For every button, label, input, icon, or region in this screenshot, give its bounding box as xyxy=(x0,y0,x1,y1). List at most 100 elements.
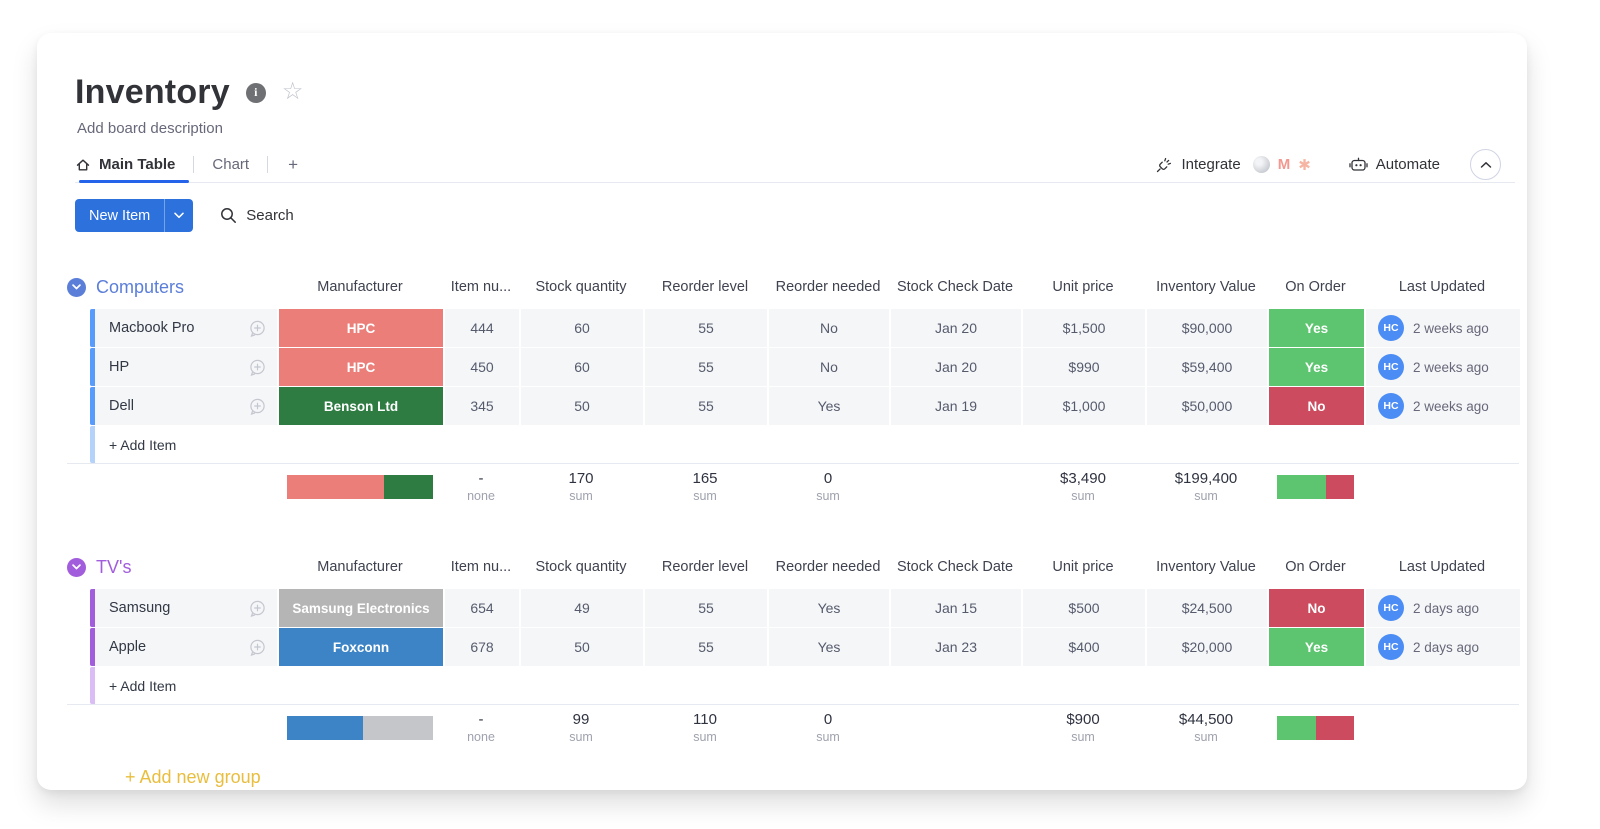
conversation-icon[interactable] xyxy=(248,319,267,338)
stock-check-date-cell[interactable]: Jan 20 xyxy=(889,309,1021,347)
inventory-value-cell[interactable]: $59,400 xyxy=(1145,348,1267,386)
stock-quantity-cell[interactable]: 60 xyxy=(519,309,643,347)
summary-reorder-needed: 0 sum xyxy=(816,710,840,744)
item-number-cell[interactable]: 450 xyxy=(443,348,519,386)
integration-app-icon-1[interactable] xyxy=(1252,156,1270,173)
unit-price-cell[interactable]: $500 xyxy=(1021,589,1145,627)
stock-quantity-cell[interactable]: 50 xyxy=(519,628,643,666)
column-header-stock-quantity[interactable]: Stock quantity xyxy=(535,559,627,575)
manufacturer-cell[interactable]: HPC xyxy=(277,309,443,347)
column-header-unit-price[interactable]: Unit price xyxy=(1052,279,1114,295)
column-header-inventory-value[interactable]: Inventory Value xyxy=(1156,559,1256,575)
search-button[interactable]: Search xyxy=(220,207,294,224)
column-header-reorder-needed[interactable]: Reorder needed xyxy=(775,279,881,295)
conversation-icon[interactable] xyxy=(248,397,267,416)
column-header-on-order[interactable]: On Order xyxy=(1285,559,1346,575)
stock-quantity-cell[interactable]: 60 xyxy=(519,348,643,386)
reorder-level-cell[interactable]: 55 xyxy=(643,628,767,666)
tab-chart[interactable]: Chart xyxy=(212,156,250,173)
column-header-stock-check-date[interactable]: Stock Check Date xyxy=(896,279,1014,295)
tab-main-table[interactable]: Main Table xyxy=(75,147,193,183)
on-order-cell[interactable]: No xyxy=(1267,589,1364,627)
collapse-header-button[interactable] xyxy=(1470,149,1501,180)
stock-check-date-cell[interactable]: Jan 15 xyxy=(889,589,1021,627)
item-number-cell[interactable]: 678 xyxy=(443,628,519,666)
conversation-icon[interactable] xyxy=(248,599,267,618)
group-collapse-icon[interactable] xyxy=(67,277,86,297)
reorder-level-cell[interactable]: 55 xyxy=(643,309,767,347)
column-header-manufacturer[interactable]: Manufacturer xyxy=(317,559,403,575)
reorder-needed-cell[interactable]: Yes xyxy=(767,589,889,627)
item-name-cell[interactable]: Macbook Pro xyxy=(90,309,277,347)
conversation-icon[interactable] xyxy=(248,638,267,657)
reorder-needed-cell[interactable]: No xyxy=(767,348,889,386)
reorder-level-cell[interactable]: 55 xyxy=(643,589,767,627)
group-title[interactable]: TV's xyxy=(96,556,132,577)
board-description[interactable]: Add board description xyxy=(77,120,223,137)
inventory-value-cell[interactable]: $50,000 xyxy=(1145,387,1267,425)
reorder-level-cell[interactable]: 55 xyxy=(643,387,767,425)
group-title[interactable]: Computers xyxy=(96,276,185,297)
column-header-stock-quantity[interactable]: Stock quantity xyxy=(535,279,627,295)
item-name-cell[interactable]: HP xyxy=(90,348,277,386)
reorder-needed-cell[interactable]: Yes xyxy=(767,387,889,425)
inventory-value-cell[interactable]: $90,000 xyxy=(1145,309,1267,347)
manufacturer-cell[interactable]: HPC xyxy=(277,348,443,386)
avatar: HC xyxy=(1378,354,1404,380)
reorder-needed-cell[interactable]: No xyxy=(767,309,889,347)
integrate-button[interactable]: Integrate xyxy=(1153,152,1242,178)
add-new-group-button[interactable]: + Add new group xyxy=(125,767,261,787)
item-number-cell[interactable]: 654 xyxy=(443,589,519,627)
stock-check-date-cell[interactable]: Jan 20 xyxy=(889,348,1021,386)
stock-check-date-cell[interactable]: Jan 23 xyxy=(889,628,1021,666)
reorder-level-cell[interactable]: 55 xyxy=(643,348,767,386)
page-title[interactable]: Inventory xyxy=(75,73,230,111)
on-order-cell[interactable]: No xyxy=(1267,387,1364,425)
column-header-reorder-level[interactable]: Reorder level xyxy=(661,279,749,295)
new-item-button[interactable]: New Item xyxy=(89,207,151,224)
column-header-inventory-value[interactable]: Inventory Value xyxy=(1156,279,1256,295)
column-header-item-number[interactable]: Item nu... xyxy=(450,279,512,295)
stock-check-date-cell[interactable]: Jan 19 xyxy=(889,387,1021,425)
conversation-icon[interactable] xyxy=(248,358,267,377)
item-name-cell[interactable]: Apple xyxy=(90,628,277,666)
item-name-cell[interactable]: Dell xyxy=(90,387,277,425)
on-order-cell[interactable]: Yes xyxy=(1267,628,1364,666)
manufacturer-cell[interactable]: Samsung Electronics xyxy=(277,589,443,627)
reorder-needed-cell[interactable]: Yes xyxy=(767,628,889,666)
column-header-manufacturer[interactable]: Manufacturer xyxy=(317,279,403,295)
unit-price-cell[interactable]: $400 xyxy=(1021,628,1145,666)
unit-price-cell[interactable]: $1,000 xyxy=(1021,387,1145,425)
unit-price-cell[interactable]: $1,500 xyxy=(1021,309,1145,347)
column-header-last-updated[interactable]: Last Updated xyxy=(1398,559,1486,575)
column-header-reorder-needed[interactable]: Reorder needed xyxy=(775,559,881,575)
star-icon[interactable]: ☆ xyxy=(281,77,304,105)
column-header-unit-price[interactable]: Unit price xyxy=(1052,559,1114,575)
add-item-button[interactable]: + Add Item xyxy=(90,667,1519,704)
inventory-value-cell[interactable]: $24,500 xyxy=(1145,589,1267,627)
gmail-icon[interactable]: M xyxy=(1277,156,1291,173)
item-number-cell[interactable]: 444 xyxy=(443,309,519,347)
column-header-last-updated[interactable]: Last Updated xyxy=(1398,279,1486,295)
column-header-item-number[interactable]: Item nu... xyxy=(450,559,512,575)
add-item-button[interactable]: + Add Item xyxy=(90,426,1519,463)
column-header-stock-check-date[interactable]: Stock Check Date xyxy=(896,559,1014,575)
add-view-button[interactable]: + xyxy=(288,154,299,174)
item-name-cell[interactable]: Samsung xyxy=(90,589,277,627)
unit-price-cell[interactable]: $990 xyxy=(1021,348,1145,386)
inventory-value-cell[interactable]: $20,000 xyxy=(1145,628,1267,666)
stock-quantity-cell[interactable]: 49 xyxy=(519,589,643,627)
manufacturer-cell[interactable]: Benson Ltd xyxy=(277,387,443,425)
hubspot-icon[interactable]: ✱ xyxy=(1298,156,1311,174)
stock-quantity-cell[interactable]: 50 xyxy=(519,387,643,425)
item-number-cell[interactable]: 345 xyxy=(443,387,519,425)
new-item-dropdown-button[interactable] xyxy=(164,199,193,232)
column-header-reorder-level[interactable]: Reorder level xyxy=(661,559,749,575)
automate-button[interactable]: Automate xyxy=(1347,152,1442,177)
info-icon[interactable]: i xyxy=(245,82,266,103)
on-order-cell[interactable]: Yes xyxy=(1267,309,1364,347)
manufacturer-cell[interactable]: Foxconn xyxy=(277,628,443,666)
group-collapse-icon[interactable] xyxy=(67,557,86,577)
column-header-on-order[interactable]: On Order xyxy=(1285,279,1346,295)
on-order-cell[interactable]: Yes xyxy=(1267,348,1364,386)
